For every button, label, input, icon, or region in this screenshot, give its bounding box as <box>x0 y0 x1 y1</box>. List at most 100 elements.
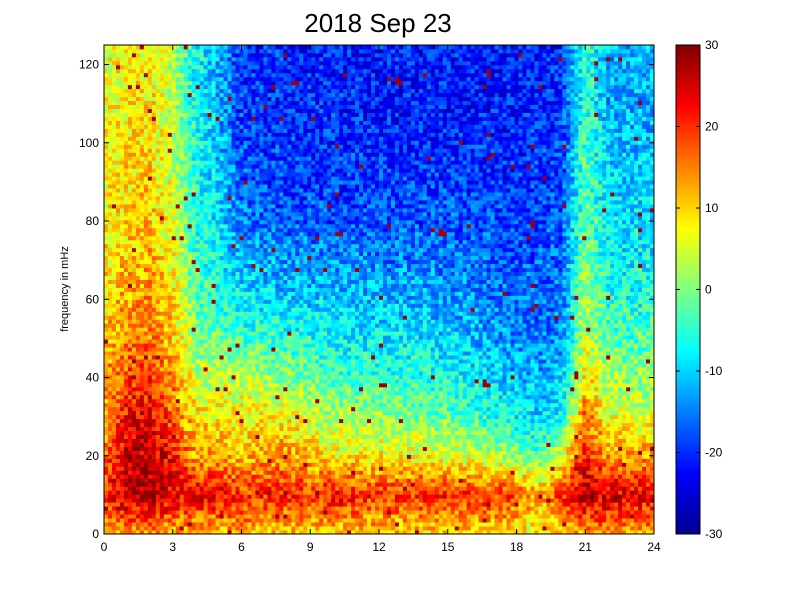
heatmap-cell <box>435 478 439 482</box>
heatmap-cell <box>379 474 383 478</box>
heatmap-cell <box>471 502 475 506</box>
heatmap-cell <box>339 447 343 451</box>
heatmap-cell <box>503 423 507 427</box>
heatmap-cell <box>566 447 570 451</box>
heatmap-cell <box>495 411 499 415</box>
heatmap-cell <box>144 494 148 498</box>
heatmap-cell <box>379 435 383 439</box>
heatmap-cell <box>236 478 240 482</box>
heatmap-cell <box>255 419 259 423</box>
heatmap-cell <box>104 486 108 490</box>
heatmap-cell <box>610 526 614 530</box>
heatmap-cell <box>578 486 582 490</box>
heatmap-cell <box>375 482 379 486</box>
heatmap-cell <box>455 526 459 530</box>
heatmap-cell <box>638 522 642 526</box>
heatmap-cell <box>610 522 614 526</box>
heatmap-cell <box>136 435 140 439</box>
heatmap-cell <box>614 478 618 482</box>
heatmap-cell <box>112 387 116 391</box>
heatmap-cell <box>271 427 275 431</box>
heatmap-cell <box>160 482 164 486</box>
heatmap-cell <box>415 466 419 470</box>
heatmap-cell <box>172 399 176 403</box>
heatmap-cell <box>618 419 622 423</box>
heatmap-cell <box>160 494 164 498</box>
heatmap-cell <box>415 451 419 455</box>
heatmap-cell <box>220 470 224 474</box>
heatmap-cell <box>315 454 319 458</box>
heatmap-cell <box>128 490 132 494</box>
heatmap-cell <box>467 462 471 466</box>
heatmap-cell <box>144 443 148 447</box>
heatmap-cell <box>622 470 626 474</box>
heatmap-cell <box>491 522 495 526</box>
heatmap-cell <box>283 403 287 407</box>
heatmap-cell <box>319 482 323 486</box>
heatmap-cell <box>287 478 291 482</box>
heatmap-cell <box>259 466 263 470</box>
heatmap-cell <box>243 466 247 470</box>
heatmap-cell <box>335 403 339 407</box>
heatmap-cell <box>610 506 614 510</box>
heatmap-cell <box>630 403 634 407</box>
heatmap-cell <box>367 451 371 455</box>
heatmap-cell <box>594 466 598 470</box>
heatmap-cell <box>307 510 311 514</box>
heatmap-cell <box>243 435 247 439</box>
heatmap-cell <box>307 419 311 423</box>
heatmap-cell <box>220 454 224 458</box>
heatmap-cell <box>566 526 570 530</box>
heatmap-cell <box>184 522 188 526</box>
heatmap-cell <box>343 443 347 447</box>
heatmap-cell <box>152 415 156 419</box>
heatmap-cell <box>570 439 574 443</box>
heatmap-cell <box>128 470 132 474</box>
heatmap-cell <box>379 439 383 443</box>
heatmap-cell <box>530 490 534 494</box>
heatmap-cell <box>630 466 634 470</box>
heatmap-cell <box>116 462 120 466</box>
heatmap-cell <box>232 439 236 443</box>
heatmap-cell <box>335 431 339 435</box>
heatmap-cell <box>562 518 566 522</box>
heatmap-cell <box>108 514 112 518</box>
heatmap-cell <box>148 443 152 447</box>
heatmap-cell <box>503 447 507 451</box>
heatmap-cell <box>431 458 435 462</box>
heatmap-cell <box>479 526 483 530</box>
heatmap-cell <box>295 415 299 419</box>
heatmap-cell <box>578 435 582 439</box>
heatmap-cell <box>538 518 542 522</box>
heatmap-cell <box>188 474 192 478</box>
heatmap-cell <box>566 502 570 506</box>
heatmap-cell <box>435 419 439 423</box>
heatmap-cell <box>188 498 192 502</box>
heatmap-cell <box>598 494 602 498</box>
heatmap-cell <box>451 423 455 427</box>
heatmap-cell <box>423 454 427 458</box>
heatmap-cell <box>447 514 451 518</box>
heatmap-cell <box>491 518 495 522</box>
heatmap-cell <box>168 474 172 478</box>
heatmap-cell <box>487 454 491 458</box>
heatmap-cell <box>287 514 291 518</box>
heatmap-cell <box>435 443 439 447</box>
heatmap-cell <box>132 391 136 395</box>
heatmap-cell <box>439 522 443 526</box>
heatmap-cell <box>503 470 507 474</box>
heatmap-cell <box>247 506 251 510</box>
heatmap-cell <box>463 407 467 411</box>
heatmap-cell <box>395 506 399 510</box>
heatmap-cell <box>172 419 176 423</box>
heatmap-cell <box>546 447 550 451</box>
heatmap-cell <box>287 447 291 451</box>
heatmap-cell <box>160 403 164 407</box>
heatmap-cell <box>451 395 455 399</box>
heatmap-cell <box>188 466 192 470</box>
heatmap-cell <box>188 423 192 427</box>
heatmap-cell <box>431 482 435 486</box>
heatmap-cell <box>415 490 419 494</box>
heatmap-cell <box>259 419 263 423</box>
heatmap-cell <box>598 447 602 451</box>
